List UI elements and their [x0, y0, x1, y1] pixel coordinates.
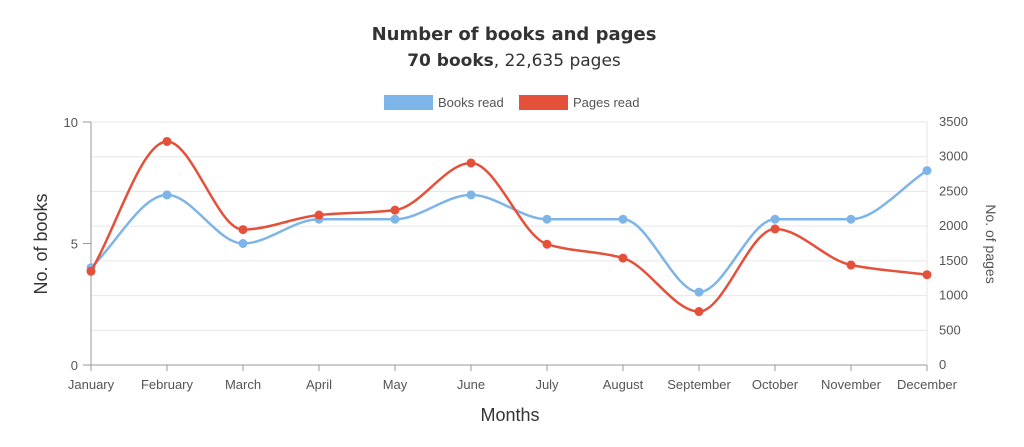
data-point-pages-read[interactable] — [694, 307, 704, 317]
x-tick-label: December — [897, 377, 958, 392]
x-axis-title: Months — [480, 405, 539, 425]
x-tick-label: May — [383, 377, 408, 392]
series-line-books-read — [90, 169, 928, 294]
data-point-books-read[interactable] — [238, 239, 248, 248]
grid-lines — [91, 121, 927, 366]
data-point-books-read[interactable] — [162, 190, 172, 200]
data-point-books-read[interactable] — [542, 214, 552, 224]
x-tick-label: January — [68, 377, 115, 392]
data-point-pages-read[interactable] — [86, 266, 96, 276]
y-axis-title-left: No. of books — [31, 193, 51, 294]
y-axis-title-right: No. of pages — [983, 204, 999, 283]
y-tick-label-right: 0 — [939, 357, 946, 372]
subtitle-rest: , 22,635 pages — [493, 51, 621, 71]
data-point-books-read[interactable] — [846, 214, 856, 224]
x-tick-label: March — [225, 377, 261, 392]
legend-label-books-read[interactable]: Books read — [438, 95, 504, 110]
x-tick-label: September — [667, 377, 731, 392]
y-tick-label-right: 500 — [939, 322, 961, 337]
data-point-books-read[interactable] — [466, 190, 476, 200]
x-tick-label: June — [457, 377, 485, 392]
y-tick-label-right: 1500 — [939, 253, 968, 268]
y-tick-label-right: 2500 — [939, 183, 968, 198]
legend-swatch-books-read[interactable] — [384, 95, 433, 110]
data-point-books-read[interactable] — [390, 214, 400, 224]
chart-title: Number of books and pages — [371, 24, 657, 45]
data-point-books-read[interactable] — [694, 287, 704, 297]
data-point-pages-read[interactable] — [770, 224, 780, 234]
legend-swatch-pages-read[interactable] — [519, 95, 568, 110]
x-tick-label: April — [306, 377, 332, 392]
data-point-books-read[interactable] — [618, 214, 628, 224]
data-point-books-read[interactable] — [770, 214, 780, 224]
x-tick-label: July — [535, 377, 559, 392]
y-tick-label-right: 3500 — [939, 114, 968, 129]
data-point-pages-read[interactable] — [162, 136, 172, 146]
data-point-pages-read[interactable] — [466, 158, 476, 168]
y-tick-label-left: 0 — [71, 358, 78, 373]
y-tick-label-left: 10 — [64, 115, 78, 130]
x-tick-label: August — [603, 377, 644, 392]
data-point-pages-read[interactable] — [922, 270, 932, 280]
x-tick-label: October — [752, 377, 799, 392]
data-point-books-read[interactable] — [922, 166, 932, 176]
data-point-pages-read[interactable] — [846, 260, 856, 270]
data-point-pages-read[interactable] — [542, 239, 552, 249]
axes: 0 500 1000 1500 2000 2500 3000 3500 0 5 10 January F… — [64, 114, 968, 392]
x-tick-label: November — [821, 377, 882, 392]
subtitle-books: 70 books — [407, 51, 494, 71]
data-point-pages-read[interactable] — [618, 253, 628, 263]
chart-subtitle: 70 books, 22,635 pages — [0, 51, 1024, 71]
data-point-pages-read[interactable] — [390, 205, 400, 215]
y-tick-label-right: 3000 — [939, 149, 968, 164]
y-tick-label-right: 1000 — [939, 288, 968, 303]
legend-label-pages-read[interactable]: Pages read — [573, 95, 640, 110]
y-tick-label-right: 2000 — [939, 218, 968, 233]
data-point-pages-read[interactable] — [238, 225, 248, 235]
data-point-pages-read[interactable] — [314, 210, 324, 220]
x-tick-label: February — [141, 377, 194, 392]
series-layer — [86, 136, 932, 317]
legend[interactable]: Books read Pages read — [384, 95, 640, 110]
y-tick-label-left: 5 — [71, 237, 78, 252]
